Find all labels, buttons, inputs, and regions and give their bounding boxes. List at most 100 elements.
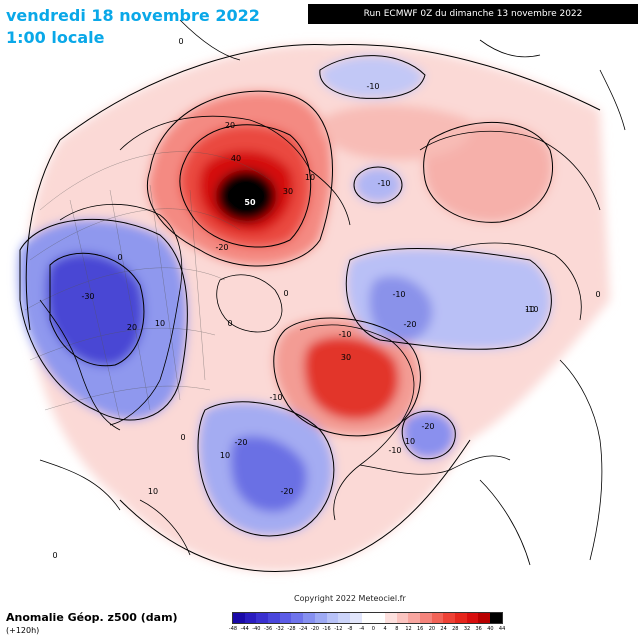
contour-label: 10 [155,319,165,328]
forecast-date: vendredi 18 novembre 2022 [6,6,260,25]
color-scale-tick-label: -24 [299,626,308,632]
atlantic-trough-inner [230,436,307,512]
color-scale-tick-label: 12 [405,626,412,632]
color-scale-tick-label: -44 [240,626,249,632]
contour-label: 10 [525,305,535,314]
color-scale-labels: -48 -44 -40 -36 -32 -28 -24 -20 -16 -12 -8 -4 0 4 8 12 1… [228,626,514,636]
contour-label: 0 [180,433,185,442]
contour-label: -20 [280,487,293,496]
contour-label: 0 [595,290,600,299]
color-scale-tick-label: -4 [359,626,365,632]
arctic-low [354,167,402,203]
color-scale-tick-label: -36 [264,626,273,632]
contour-label: -20 [403,320,416,329]
contour-label: -10 [525,305,538,314]
contour-lines [19,43,601,572]
color-scale-swatch [338,613,350,623]
color-scale-tick-label: -40 [252,626,261,632]
contour-label: 40 [231,154,241,163]
color-scale-tick-label: -48 [228,626,238,632]
color-scale-tick-label: -32 [275,626,284,632]
color-scale-tick-label: 24 [440,626,447,632]
north-ridge [320,105,472,160]
graticule [24,151,271,421]
color-scale-swatch [326,613,339,623]
color-scale-swatch [373,613,385,623]
color-scale-swatch [420,613,432,623]
color-scale [232,612,503,624]
coastlines [39,19,626,566]
contour-label: -10 [377,179,390,188]
contour-label: 30 [341,353,351,362]
color-scale-tick-label: -20 [310,626,319,632]
color-scale-swatch [466,613,479,623]
color-scale-swatch [431,613,444,623]
siberia-trough-inner [369,276,433,342]
color-scale-swatch [303,613,315,623]
color-scale-swatch [279,613,292,623]
contour-label: 0 [52,551,57,560]
color-scale-tick-label: 16 [417,626,424,632]
contour-label: 10 [305,173,315,182]
color-scale-swatch [478,613,491,623]
color-scale-swatch [455,613,467,623]
color-scale-tick-label: 0 [371,626,375,632]
anomaly-shading [18,44,610,572]
color-scale-tick-label: 36 [475,626,482,632]
color-scale-tick-label: -16 [322,626,331,632]
color-scale-tick-label: 4 [383,626,387,632]
contour-label: 10 [405,437,415,446]
scandinavia-ridge-inner [304,336,399,420]
color-scale-swatch [349,613,362,623]
color-scale-tick-label: 20 [428,626,436,632]
color-scale-swatch [443,613,456,623]
color-scale-swatch [233,613,245,623]
color-scale-tick-label: 32 [463,626,471,632]
color-scale-tick-label: -28 [287,626,296,632]
color-scale-tick-label: -12 [334,626,343,632]
color-scale-swatch [396,613,409,623]
contour-label: 10 [148,487,158,496]
color-scale-swatch [291,613,304,623]
lead-time: (+120h) [6,626,40,635]
contour-label: 0 [227,319,232,328]
copyright-text: Copyright 2022 Meteociel.fr [292,594,408,603]
color-scale-swatch [490,613,502,623]
contour-label: -10 [366,82,379,91]
contour-label: -20 [234,438,247,447]
europe-low [402,411,456,459]
map-title: Anomalie Géop. z500 (dam) [6,611,178,624]
contour-label: 20 [127,323,137,332]
forecast-time: 1:00 locale [6,28,105,47]
contour-label: 0 [283,289,288,298]
color-scale-swatch [314,613,327,623]
contour-label: -10 [338,330,351,339]
color-scale-swatch [268,613,280,623]
color-scale-tick-label: 44 [498,626,506,632]
contour-label: 30 [283,187,293,196]
contour-label: 50 [244,198,256,207]
contour-label: -30 [81,292,94,301]
contour-label: 0 [178,37,183,46]
contour-label: -20 [215,243,228,252]
color-scale-tick-label: 8 [395,626,399,632]
color-scale-tick-label: -8 [347,626,353,632]
contour-label: -10 [269,393,282,402]
color-scale-tick-label: 40 [487,626,494,632]
contour-label: -20 [421,422,434,431]
color-scale-swatch [256,613,269,623]
color-scale-swatch [244,613,257,623]
contour-labels: 0 0 0 0 0 0 0 10 10 10 10 10 10 20 20 30 30 40 50 -10 -10 -10… [52,37,600,560]
color-scale-swatch [384,613,397,623]
ridge-core [216,170,276,222]
run-info-banner: Run ECMWF 0Z du dimanche 13 novembre 202… [308,4,638,24]
contour-label: 10 [220,451,230,460]
color-scale-tick-label: 28 [452,626,459,632]
contour-label: -10 [392,290,405,299]
contour-label: 20 [225,121,235,130]
color-scale-swatch [408,613,420,623]
pacific-low [319,55,425,99]
color-scale-swatch [361,613,374,623]
contour-label: 0 [117,253,122,262]
